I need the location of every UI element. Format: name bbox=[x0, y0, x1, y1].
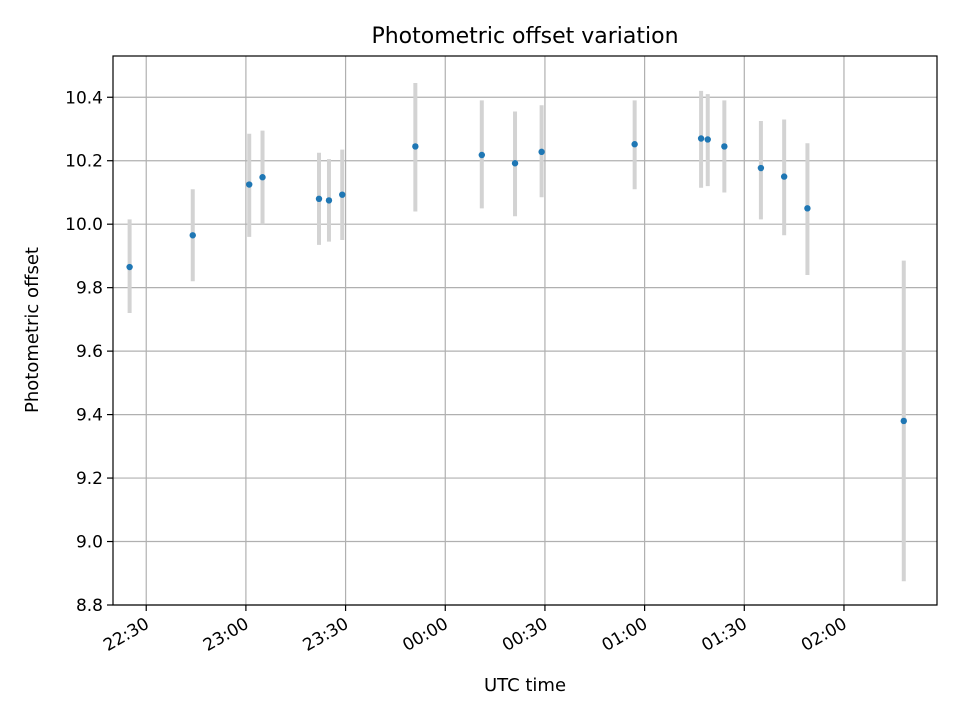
x-axis-label: UTC time bbox=[484, 675, 566, 696]
y-tick-label: 9.4 bbox=[76, 406, 103, 426]
chart-title: Photometric offset variation bbox=[371, 24, 678, 49]
data-point bbox=[189, 232, 196, 239]
y-axis-label: Photometric offset bbox=[22, 247, 43, 413]
y-tick-label: 8.8 bbox=[76, 596, 103, 616]
data-point bbox=[511, 160, 519, 167]
data-point bbox=[259, 174, 266, 181]
y-tick-label: 9.2 bbox=[76, 469, 103, 489]
data-point bbox=[804, 205, 811, 212]
data-point bbox=[721, 143, 728, 150]
data-point bbox=[757, 164, 765, 172]
data-point bbox=[339, 191, 346, 198]
y-axis: 8.8 9.0 9.2 9.4 9.6 9.8 10.0 10.2 10.4 bbox=[65, 88, 113, 616]
y-tick-label: 10.2 bbox=[65, 152, 103, 172]
y-tick-label: 9.0 bbox=[76, 533, 103, 553]
y-tick-label: 9.8 bbox=[76, 279, 103, 299]
y-tick-label: 9.6 bbox=[76, 342, 103, 362]
data-point bbox=[246, 181, 253, 188]
plot-frame bbox=[112, 55, 938, 606]
y-tick-label: 10.4 bbox=[65, 88, 103, 108]
data-point bbox=[704, 136, 711, 143]
data-point bbox=[900, 417, 907, 425]
data-points bbox=[126, 135, 907, 425]
data-point bbox=[412, 143, 419, 150]
data-point bbox=[478, 151, 486, 159]
y-tick-label: 10.0 bbox=[65, 215, 103, 235]
data-point bbox=[631, 141, 638, 148]
data-point bbox=[538, 148, 545, 156]
data-point bbox=[126, 263, 133, 271]
data-point bbox=[697, 135, 705, 142]
data-point bbox=[325, 197, 333, 204]
data-point bbox=[780, 173, 788, 180]
data-point bbox=[315, 195, 323, 203]
